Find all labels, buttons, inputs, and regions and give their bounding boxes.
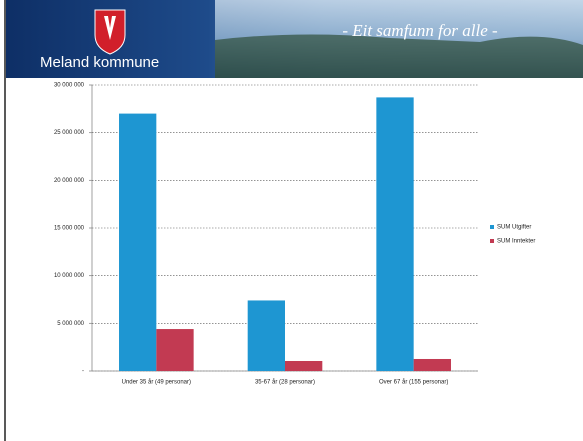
bar xyxy=(156,329,193,371)
bar xyxy=(414,359,451,371)
bar xyxy=(285,361,322,371)
y-tick-label: 10 000 000 xyxy=(54,273,85,279)
header-slogan: - Eit samfunn for alle - xyxy=(342,21,498,40)
legend-swatch xyxy=(490,239,494,243)
y-tick-label: 30 000 000 xyxy=(54,83,85,89)
y-tick-label: - xyxy=(82,369,84,375)
legend-label: SUM Inntekter xyxy=(497,239,535,245)
bar xyxy=(376,97,413,371)
x-tick-label: Over 67 år (155 personar) xyxy=(379,379,448,386)
bar xyxy=(119,114,156,371)
header-land xyxy=(215,34,583,78)
bar xyxy=(248,300,285,371)
header-title: Meland kommune xyxy=(40,54,159,71)
legend-swatch xyxy=(490,225,494,229)
y-tick-label: 5 000 000 xyxy=(57,321,84,327)
x-tick-label: 35-67 år (28 personar) xyxy=(255,379,315,386)
y-tick-label: 20 000 000 xyxy=(54,178,85,184)
y-tick-label: 25 000 000 xyxy=(54,130,85,136)
x-tick-label: Under 35 år (49 personar) xyxy=(122,379,191,386)
y-tick-label: 15 000 000 xyxy=(54,226,85,232)
legend-label: SUM Utgifter xyxy=(497,225,531,231)
slide: Meland kommune - Eit samfunn for alle - … xyxy=(0,0,583,441)
